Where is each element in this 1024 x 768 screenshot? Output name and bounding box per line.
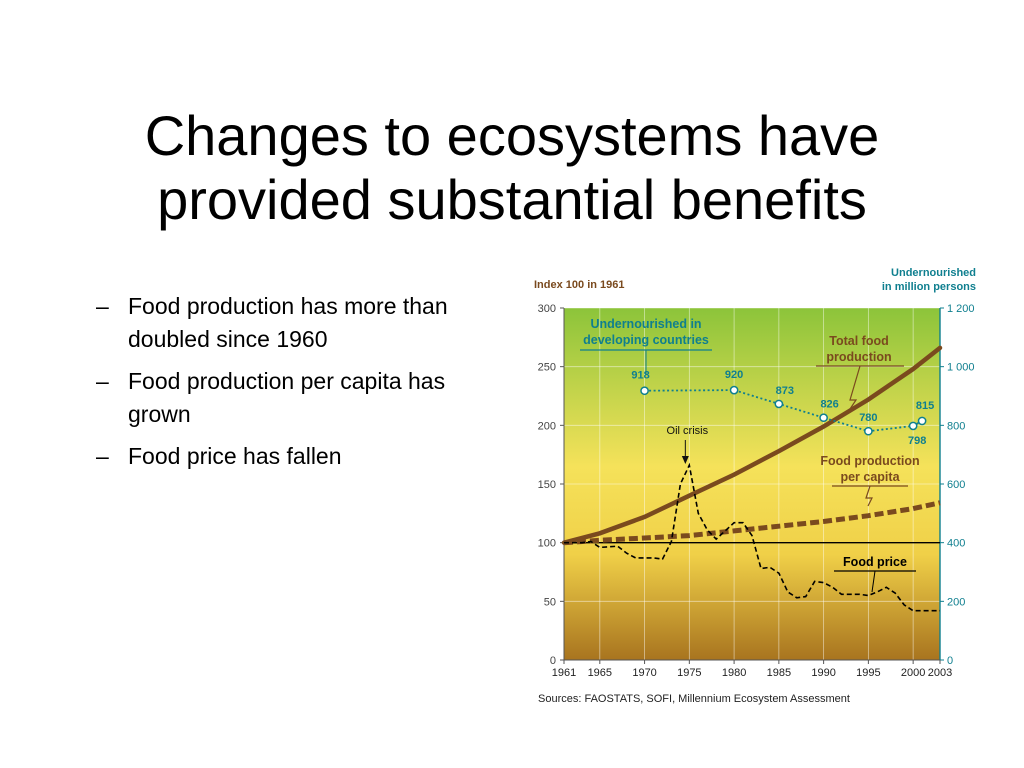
undernourished-data-label: 798 <box>908 435 926 447</box>
undernourished-point <box>908 421 918 431</box>
x-tick-label: 1975 <box>677 667 701 679</box>
left-tick-label: 250 <box>538 362 556 374</box>
x-tick-label: 2000 <box>901 667 925 679</box>
undernourished-series-label-line-1: Undernourished in <box>590 317 701 331</box>
chart-source-note: Sources: FAOSTATS, SOFI, Millennium Ecos… <box>538 693 850 705</box>
left-tick-label: 50 <box>544 596 556 608</box>
bullet-item: – Food price has fallen <box>96 440 476 473</box>
bullet-marker: – <box>96 293 109 319</box>
undernourished-data-label: 918 <box>631 370 649 382</box>
x-tick-label: 1980 <box>722 667 746 679</box>
right-tick-label: 600 <box>947 479 965 491</box>
x-tick-label: 1970 <box>632 667 656 679</box>
undernourished-series-label-line-2: developing countries <box>583 333 709 347</box>
x-tick-label: 1995 <box>856 667 880 679</box>
series-line-food-production-per-capita <box>563 500 941 546</box>
slide-title-line-2: provided substantial benefits <box>157 167 867 231</box>
undernourished-data-label: 780 <box>859 412 877 424</box>
bullet-item: – Food production has more than doubled … <box>96 290 476 356</box>
undernourished-point <box>864 426 873 436</box>
undernourished-data-label: 873 <box>776 385 794 397</box>
x-tick-label: 1985 <box>767 667 791 679</box>
undernourished-point <box>729 385 739 395</box>
bullet-marker: – <box>96 368 109 394</box>
per-capita-series-label-line-1: Food production <box>820 454 919 468</box>
x-tick-label: 2003 <box>928 667 952 679</box>
right-axis-title-line-2: in million persons <box>882 281 976 293</box>
per-capita-label-leader <box>865 485 873 507</box>
undernourished-point <box>917 416 927 426</box>
right-axis-title-line-1: Undernourished <box>891 267 976 279</box>
series-line-total-food-production <box>561 345 943 545</box>
bullet-text: Food production per capita has grown <box>128 368 446 427</box>
x-tick-label: 1961 <box>552 667 576 679</box>
left-axis-title: Index 100 in 1961 <box>534 279 625 291</box>
food-production-chart: 0 50 100 150 200 250 300 0 200 400 600 800 1 000 1 20… <box>520 262 980 712</box>
left-tick-label: 0 <box>550 655 556 667</box>
left-tick-label: 300 <box>538 303 556 315</box>
undernourished-point <box>819 413 828 423</box>
series-line-food-price <box>564 462 940 612</box>
food-price-series-label: Food price <box>843 555 907 569</box>
bullet-text: Food production has more than doubled si… <box>128 293 448 352</box>
left-tick-label: 200 <box>538 420 556 432</box>
x-tick-label: 1965 <box>588 667 612 679</box>
oil-crisis-annotation: Oil crisis <box>667 425 709 437</box>
total-food-series-label-line-2: production <box>826 350 891 364</box>
total-food-label-leader <box>847 365 861 413</box>
oil-crisis-arrow-head <box>681 456 689 464</box>
x-tick-label: 1990 <box>811 667 835 679</box>
chart-svg: 0 50 100 150 200 250 300 0 200 400 600 800 1 000 1 20… <box>534 267 976 705</box>
right-tick-label: 800 <box>947 420 965 432</box>
per-capita-series-label-line-2: per capita <box>840 470 900 484</box>
left-tick-label: 150 <box>538 479 556 491</box>
left-tick-label: 100 <box>538 538 556 550</box>
right-tick-label: 1 000 <box>947 362 975 374</box>
right-tick-label: 0 <box>947 655 953 667</box>
food-price-label-leader <box>871 570 876 593</box>
right-tick-label: 1 200 <box>947 303 975 315</box>
right-tick-label: 400 <box>947 538 965 550</box>
slide-title: Changes to ecosystems have provided subs… <box>40 104 984 232</box>
bullet-text: Food price has fallen <box>128 443 342 469</box>
undernourished-data-label: 920 <box>725 369 743 381</box>
bullet-marker: – <box>96 443 109 469</box>
undernourished-point <box>774 399 784 409</box>
right-tick-label: 200 <box>947 596 965 608</box>
bullet-item: – Food production per capita has grown <box>96 365 476 431</box>
undernourished-data-label: 826 <box>820 399 838 411</box>
undernourished-point <box>640 386 649 396</box>
slide-title-line-1: Changes to ecosystems have <box>144 103 880 167</box>
bullet-list: – Food production has more than doubled … <box>96 290 476 482</box>
undernourished-data-label: 815 <box>916 400 934 412</box>
total-food-series-label-line-1: Total food <box>829 334 888 348</box>
